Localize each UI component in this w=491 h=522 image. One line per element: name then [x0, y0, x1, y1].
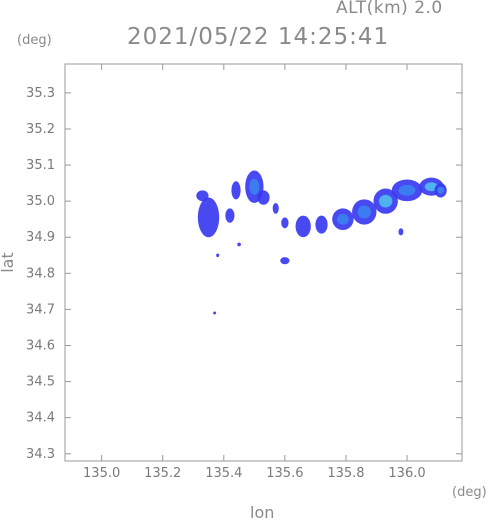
echo-region	[398, 228, 404, 236]
plot-frame	[64, 63, 463, 462]
x-tick-label: 135.2	[144, 466, 181, 481]
x-axis-label: lon	[250, 503, 275, 522]
echo-region	[197, 197, 220, 238]
echo-region	[225, 208, 235, 223]
y-axis-unit: (deg)	[17, 33, 52, 48]
x-axis-unit: (deg)	[452, 485, 487, 500]
x-tick-label: 135.4	[205, 466, 242, 481]
y-tick-label: 34.9	[26, 230, 55, 245]
y-tick-label: 34.3	[26, 447, 55, 462]
x-ticks: 135.0 135.2 135.4 135.6 135.8 136.0	[83, 64, 426, 481]
y-ticks: 34.3 34.4 34.5 34.6 34.7 34.8 34.9 35.0 35.1 35.2…	[26, 86, 462, 462]
echo-core	[337, 213, 349, 225]
echo-region	[280, 257, 290, 265]
echo-layer	[196, 170, 447, 315]
echo-core	[378, 194, 393, 208]
echo-core	[249, 178, 260, 195]
x-tick-label: 136.0	[388, 466, 425, 481]
y-tick-label: 34.8	[26, 266, 55, 281]
y-tick-label: 35.1	[26, 158, 55, 173]
echo-region	[196, 190, 209, 202]
x-tick-label: 135.6	[266, 466, 303, 481]
echo-core	[437, 186, 444, 194]
echo-region	[257, 190, 270, 205]
x-tick-label: 135.8	[327, 466, 364, 481]
echo-region	[281, 217, 289, 229]
echo-core	[357, 205, 371, 219]
y-tick-label: 35.2	[26, 122, 55, 137]
echo-region	[231, 181, 241, 200]
x-tick-label: 135.0	[83, 466, 120, 481]
y-tick-label: 34.7	[26, 302, 55, 317]
echo-region	[295, 215, 311, 238]
y-tick-label: 34.4	[26, 411, 55, 426]
y-tick-label: 35.0	[26, 194, 55, 209]
y-tick-label: 34.6	[26, 339, 55, 354]
echo-region	[237, 242, 241, 247]
echo-region	[272, 202, 279, 214]
echo-region	[315, 215, 328, 234]
echo-core	[398, 184, 416, 196]
echo-region	[216, 253, 220, 258]
y-tick-label: 35.3	[26, 86, 55, 101]
chart-title-datetime: 2021/05/22 14:25:41	[127, 24, 390, 50]
echo-region	[213, 311, 217, 315]
altitude-label: ALT(km) 2.0	[336, 0, 443, 18]
y-tick-label: 34.5	[26, 375, 55, 390]
